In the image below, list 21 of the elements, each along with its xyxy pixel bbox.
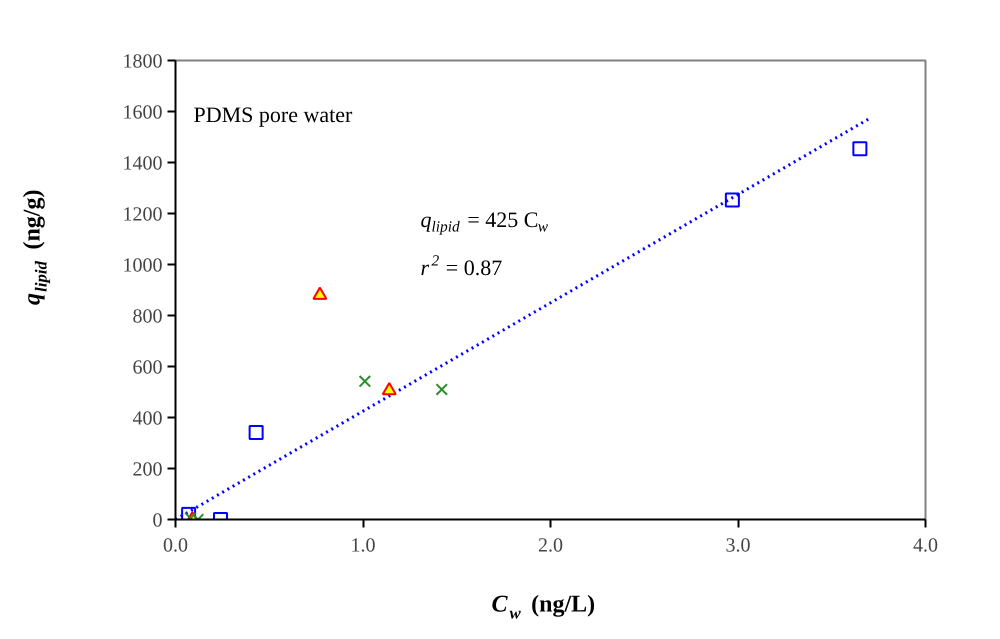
annotation: PDMS pore water — [194, 102, 354, 127]
y-tick-label: 800 — [132, 306, 162, 328]
y-axis-title: qlipid (ng/g) — [20, 190, 50, 306]
x-tick-label: 2.0 — [538, 534, 563, 556]
y-tick-label: 1000 — [122, 254, 162, 276]
x-tick-label: 3.0 — [726, 534, 750, 556]
x-tick-label: 4.0 — [913, 534, 938, 556]
y-tick-label: 1600 — [122, 102, 162, 124]
y-tick-label: 1800 — [122, 50, 162, 72]
point — [724, 192, 740, 208]
point — [382, 382, 397, 396]
point — [312, 286, 328, 300]
x-tick-label: 0.0 — [163, 534, 188, 556]
y-tick-label: 1400 — [122, 152, 162, 174]
point — [852, 141, 868, 156]
y-tick-label: 0 — [152, 510, 162, 532]
y-tick-label: 200 — [132, 458, 162, 480]
x-tick-label: 1.0 — [350, 534, 376, 556]
y-tick-label: 400 — [132, 408, 162, 430]
y-tick-label: 1200 — [122, 204, 162, 226]
y-tick-label: 600 — [132, 356, 162, 378]
